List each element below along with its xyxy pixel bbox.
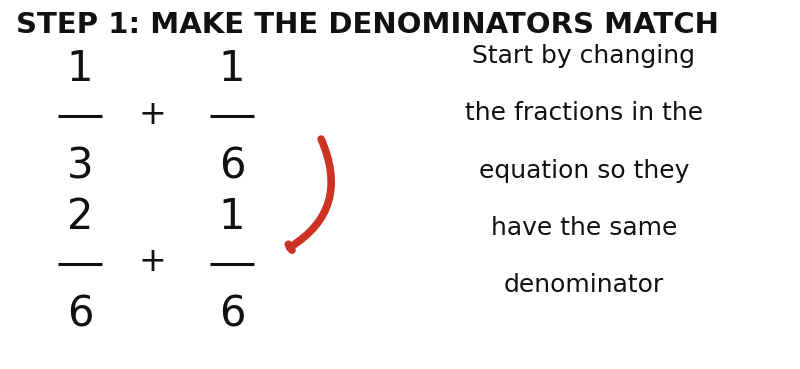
- Text: equation so they: equation so they: [479, 159, 689, 183]
- Text: Start by changing: Start by changing: [473, 44, 695, 68]
- Text: the fractions in the: the fractions in the: [465, 101, 703, 125]
- Text: 1: 1: [218, 48, 246, 90]
- Text: denominator: denominator: [504, 273, 664, 297]
- Text: 6: 6: [218, 146, 246, 188]
- Text: 1: 1: [66, 48, 94, 90]
- Text: 3: 3: [66, 146, 94, 188]
- Text: 1: 1: [218, 196, 246, 238]
- Text: 6: 6: [66, 293, 94, 335]
- Text: +: +: [138, 98, 166, 131]
- Text: +: +: [138, 245, 166, 279]
- Text: have the same: have the same: [491, 216, 677, 240]
- Text: 6: 6: [218, 293, 246, 335]
- Text: 2: 2: [67, 196, 93, 238]
- Text: STEP 1: MAKE THE DENOMINATORS MATCH: STEP 1: MAKE THE DENOMINATORS MATCH: [16, 11, 719, 39]
